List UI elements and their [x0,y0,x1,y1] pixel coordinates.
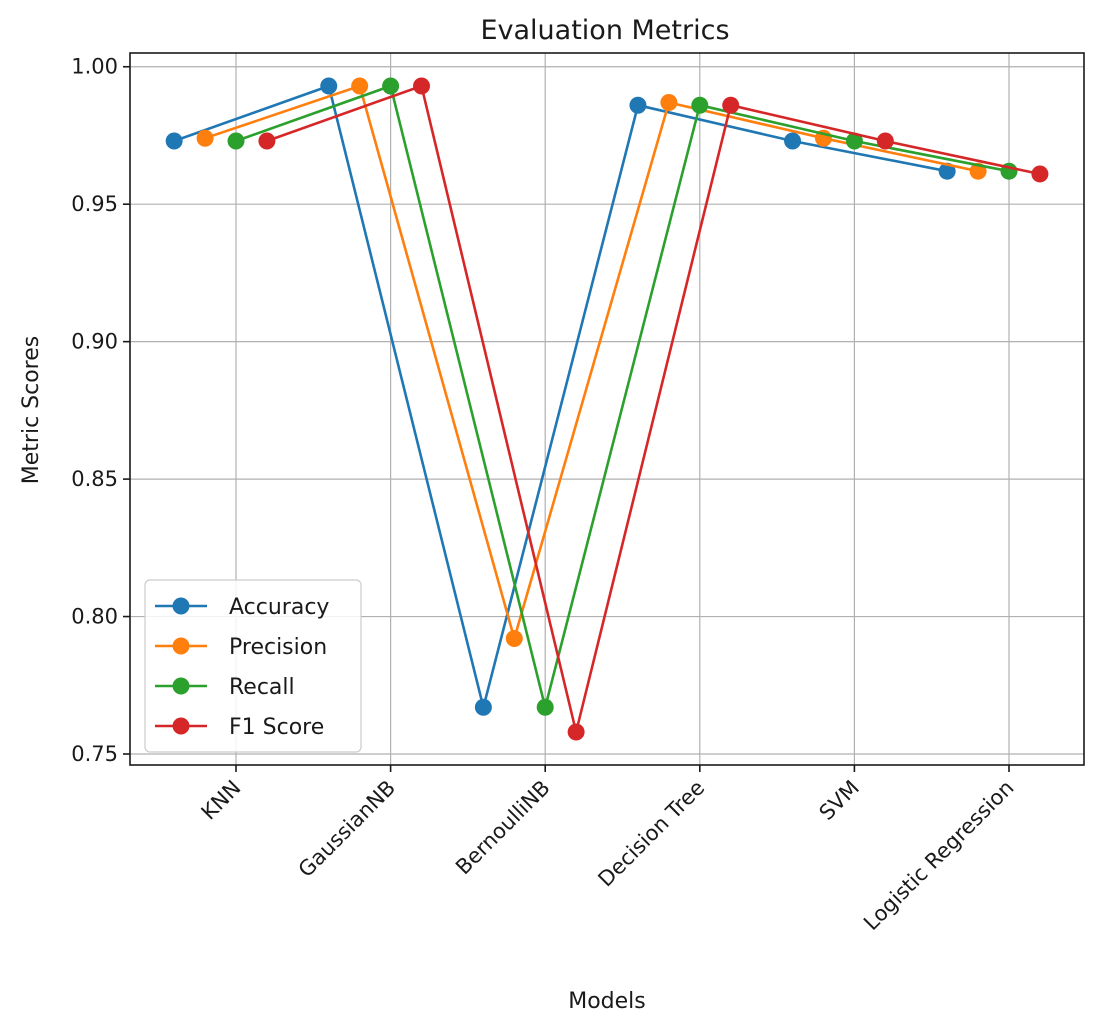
data-point [320,77,338,95]
series-line [266,84,1041,734]
data-point [784,132,802,150]
data-point [876,132,894,150]
x-tick-label: Decision Tree [593,776,709,892]
legend-label: Recall [229,675,295,700]
y-tick-label: 0.95 [71,192,118,216]
legend-label: Precision [229,635,327,660]
legend-marker [172,717,190,735]
x-axis-label: Models [568,989,646,1014]
series-line [173,84,948,709]
data-point [629,96,647,114]
series-accuracy [165,77,956,716]
data-point [536,698,554,716]
data-point [413,77,431,95]
x-tick-label: GaussianNB [294,776,400,882]
data-point [227,132,245,150]
data-point [382,77,400,95]
data-point [258,132,276,150]
legend-item: Precision [155,635,327,660]
plot-series [165,77,1049,741]
y-tick-label: 1.00 [71,55,118,79]
y-tick-label: 0.75 [71,742,118,766]
data-point [567,723,585,741]
legend-label: F1 Score [229,715,324,740]
data-point [722,96,740,114]
chart-title: Evaluation Metrics [480,15,729,46]
legend-box [144,579,362,753]
data-point [691,96,709,114]
legend-marker [172,677,190,695]
series-f1-score [258,77,1049,741]
legend-label: Accuracy [229,595,329,620]
x-tick-label: Logistic Regression [859,776,1018,935]
data-point [505,630,523,648]
data-point [351,77,369,95]
legend-item: F1 Score [155,715,324,740]
legend-item: Accuracy [155,595,329,620]
x-tick-label: BernoulliNB [451,776,555,880]
y-tick-label: 0.90 [71,330,118,354]
data-point [196,129,214,147]
legend-marker [172,637,190,655]
y-tick-label: 0.80 [71,605,118,629]
y-axis-label: Metric Scores [19,336,44,484]
series-line [204,84,979,640]
x-tick-label: KNN [197,776,246,825]
data-point [474,698,492,716]
legend: Accuracy Precision Recall F1 Score [144,579,362,753]
y-tick-label: 0.85 [71,467,118,491]
data-point [660,93,678,111]
series-precision [196,77,987,648]
data-point [938,162,956,180]
data-point [845,132,863,150]
legend-item: Recall [155,675,295,700]
x-tick-label: SVM [815,776,864,825]
plot-frame [129,52,1085,766]
data-point [1031,165,1049,183]
legend-marker [172,597,190,615]
data-point [165,132,183,150]
